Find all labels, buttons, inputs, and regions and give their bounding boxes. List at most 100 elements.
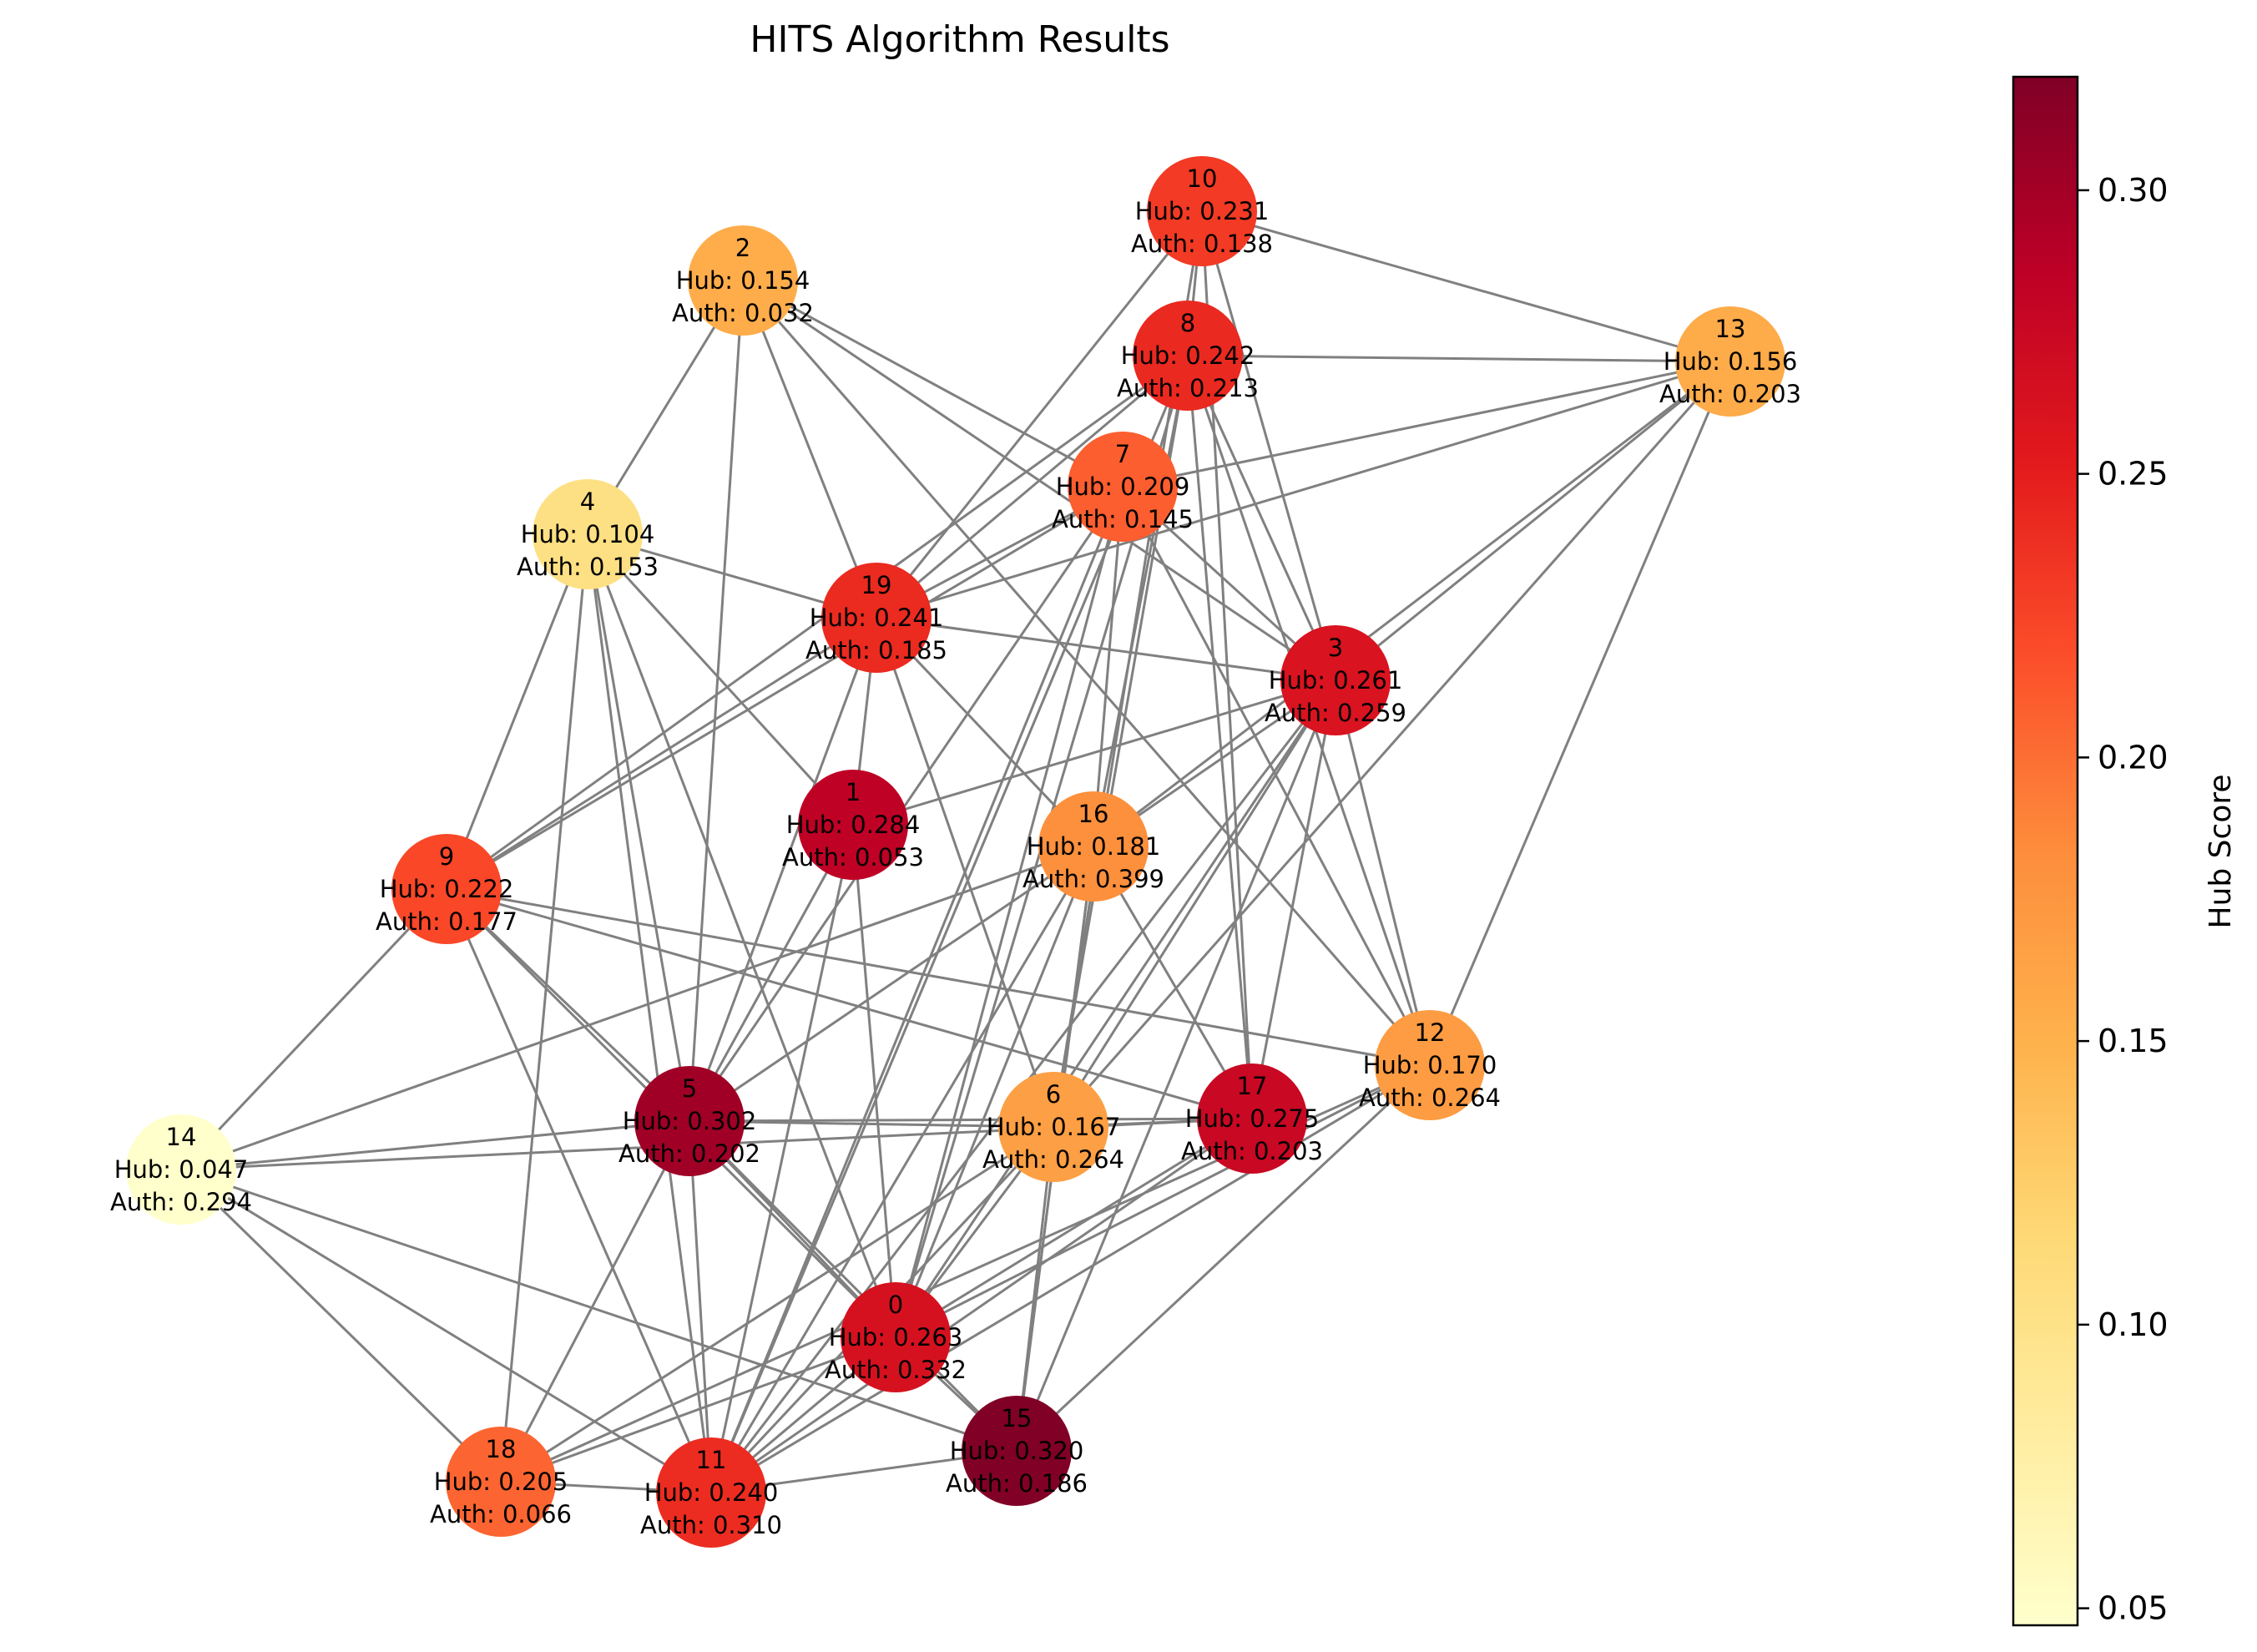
node-auth-label: Auth: 0.153 xyxy=(517,553,659,581)
node-15: 15 Hub: 0.320 Auth: 0.186 xyxy=(946,1396,1088,1506)
node-circle xyxy=(1280,625,1391,735)
node-hub-label: Hub: 0.167 xyxy=(987,1113,1121,1141)
edge-9-12 xyxy=(446,887,1431,1067)
node-layer: 0 Hub: 0.263 Auth: 0.332 1 Hub: 0.284 Auth: 0… xyxy=(110,156,1801,1548)
edge-14-18 xyxy=(179,1168,502,1483)
edge-12-11 xyxy=(710,1063,1431,1494)
edge-12-0 xyxy=(895,1063,1431,1339)
edge-4-0 xyxy=(586,533,897,1338)
node-circle xyxy=(1068,432,1178,542)
edge-4-9 xyxy=(445,533,589,890)
colorbar-tick-label: 0.15 xyxy=(2098,1023,2169,1059)
node-id-label: 14 xyxy=(166,1123,197,1151)
node-auth-label: Auth: 0.177 xyxy=(376,907,518,936)
edge-10-3 xyxy=(1200,210,1337,681)
node-circle xyxy=(798,770,908,880)
node-circle xyxy=(1197,1063,1307,1174)
colorbar-tick-label: 0.25 xyxy=(2098,456,2169,493)
node-circle xyxy=(962,1396,1072,1506)
node-circle xyxy=(998,1072,1108,1182)
edge-16-0 xyxy=(894,846,1095,1338)
node-id-label: 12 xyxy=(1415,1018,1446,1047)
node-circle xyxy=(1038,791,1149,902)
edge-5-14 xyxy=(180,1119,690,1171)
colorbar-gradient xyxy=(2012,75,2079,1627)
node-2: 2 Hub: 0.154 Auth: 0.032 xyxy=(672,225,814,336)
node-hub-label: Hub: 0.181 xyxy=(1027,832,1161,861)
node-id-label: 18 xyxy=(486,1435,517,1463)
node-id-label: 1 xyxy=(846,778,861,806)
edge-9-14 xyxy=(179,887,448,1171)
edge-19-3 xyxy=(876,616,1336,682)
node-circle xyxy=(634,1066,745,1176)
edge-19-9 xyxy=(446,616,877,891)
node-7: 7 Hub: 0.209 Auth: 0.145 xyxy=(1052,432,1194,542)
node-auth-label: Auth: 0.332 xyxy=(825,1356,967,1384)
node-auth-label: Auth: 0.202 xyxy=(619,1139,760,1168)
edge-17-11 xyxy=(710,1117,1253,1494)
node-auth-label: Auth: 0.186 xyxy=(946,1469,1088,1498)
node-5: 5 Hub: 0.302 Auth: 0.202 xyxy=(619,1066,760,1176)
colorbar-tick-label: 0.30 xyxy=(2098,172,2169,209)
edge-3-15 xyxy=(1015,679,1337,1452)
node-3: 3 Hub: 0.261 Auth: 0.259 xyxy=(1265,625,1406,735)
edge-2-7 xyxy=(742,279,1123,488)
node-circle xyxy=(126,1114,236,1225)
node-hub-label: Hub: 0.320 xyxy=(950,1437,1084,1465)
node-id-label: 8 xyxy=(1180,309,1195,337)
node-10: 10 Hub: 0.231 Auth: 0.138 xyxy=(1131,156,1273,266)
node-hub-label: Hub: 0.209 xyxy=(1056,472,1190,501)
edge-7-5 xyxy=(688,486,1124,1122)
node-4: 4 Hub: 0.104 Auth: 0.153 xyxy=(517,479,659,589)
node-auth-label: Auth: 0.066 xyxy=(430,1500,572,1528)
edge-13-16 xyxy=(1093,360,1731,848)
node-hub-label: Hub: 0.275 xyxy=(1185,1104,1320,1133)
node-id-label: 0 xyxy=(888,1291,903,1319)
edge-8-19 xyxy=(876,354,1189,619)
edge-0-18 xyxy=(500,1336,896,1483)
node-hub-label: Hub: 0.231 xyxy=(1135,197,1270,225)
edge-layer xyxy=(179,210,1732,1494)
node-circle xyxy=(688,225,798,336)
edge-13-12 xyxy=(1428,361,1732,1066)
node-13: 13 Hub: 0.156 Auth: 0.203 xyxy=(1659,306,1801,417)
edge-13-3 xyxy=(1335,360,1731,682)
node-circle xyxy=(1147,156,1257,266)
edge-8-17 xyxy=(1186,355,1254,1119)
node-circle xyxy=(1675,306,1785,417)
node-hub-label: Hub: 0.047 xyxy=(114,1155,249,1184)
node-auth-label: Auth: 0.138 xyxy=(1131,230,1273,258)
edge-2-19 xyxy=(741,280,878,619)
node-circle xyxy=(1133,301,1243,411)
node-16: 16 Hub: 0.181 Auth: 0.399 xyxy=(1022,791,1164,902)
node-circle xyxy=(533,479,643,589)
node-auth-label: Auth: 0.145 xyxy=(1052,505,1194,533)
edge-3-6 xyxy=(1052,679,1337,1128)
colorbar-tick-label: 0.20 xyxy=(2098,739,2169,775)
colorbar-label: Hub Score xyxy=(2204,774,2238,928)
edge-16-14 xyxy=(180,845,1094,1171)
edge-13-7 xyxy=(1122,360,1731,488)
node-hub-label: Hub: 0.104 xyxy=(521,520,655,548)
edge-2-5 xyxy=(688,280,745,1122)
node-hub-label: Hub: 0.242 xyxy=(1121,341,1255,370)
node-circle xyxy=(391,834,502,944)
edge-16-11 xyxy=(709,846,1095,1493)
edge-4-1 xyxy=(586,533,855,826)
edge-8-13 xyxy=(1187,354,1731,363)
edge-1-11 xyxy=(709,824,855,1493)
edge-1-0 xyxy=(851,824,897,1338)
edge-3-12 xyxy=(1334,679,1431,1066)
edge-10-13 xyxy=(1201,210,1731,363)
node-hub-label: Hub: 0.240 xyxy=(644,1478,779,1507)
edge-17-0 xyxy=(895,1117,1253,1339)
node-hub-label: Hub: 0.154 xyxy=(676,266,810,295)
edge-8-16 xyxy=(1092,355,1189,847)
node-auth-label: Auth: 0.032 xyxy=(672,299,814,327)
node-id-label: 19 xyxy=(861,571,892,599)
node-id-label: 2 xyxy=(735,234,750,262)
edge-18-4 xyxy=(499,533,589,1483)
node-hub-label: Hub: 0.284 xyxy=(786,811,921,839)
node-19: 19 Hub: 0.241 Auth: 0.185 xyxy=(805,563,947,673)
